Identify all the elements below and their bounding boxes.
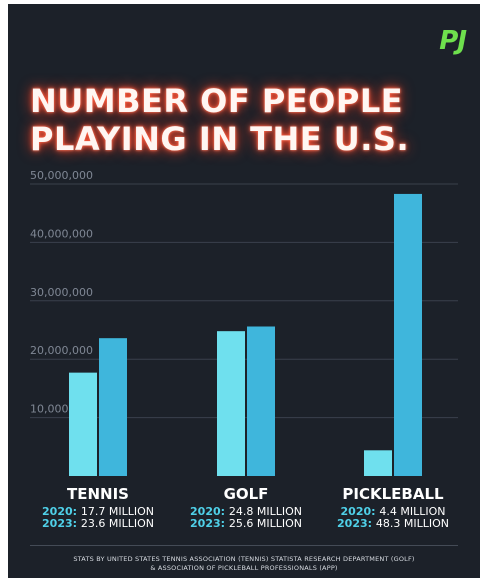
annotation-value: 25.6 MILLION [229,517,302,530]
y-tick-label: 50,000,000 [30,169,93,182]
category-label: GOLF [224,485,269,503]
title-line-2: PLAYING IN THE U.S. [30,120,410,158]
y-tick-label: 30,000,000 [30,286,93,299]
annotation-line: 2020: 17.7 MILLION [42,505,154,518]
footer-divider [30,545,458,546]
annotation-year: 2020: [42,505,81,518]
infographic-card: PJ NUMBER OF PEOPLE PLAYING IN THE U.S. … [8,4,480,578]
title-line-1: NUMBER OF PEOPLE [30,82,404,120]
annotation-line: 2020: 24.8 MILLION [190,505,302,518]
annotation-year: 2023: [337,517,376,530]
annotation-year: 2020: [190,505,229,518]
bar-chart: 10,000 20,000,000 30,000,000 40,000,000 50,0… [30,169,458,530]
annotation-line: 2020: 4.4 MILLION [341,505,446,518]
category-label: TENNIS [67,485,129,503]
annotation-year: 2023: [190,517,229,530]
bar [247,326,275,476]
y-tick-label: 10,000 [30,403,69,416]
source-note: STATS BY UNITED STATES TENNIS ASSOCIATIO… [38,555,450,573]
annotation-year: 2020: [341,505,380,518]
y-tick-label: 40,000,000 [30,227,93,240]
annotation-line: 2023: 48.3 MILLION [337,517,449,530]
annotation-value: 24.8 MILLION [229,505,302,518]
source-line-2: & ASSOCIATION OF PICKLEBALL PROFESSIONAL… [150,564,338,572]
annotation-year: 2023: [42,517,81,530]
bar [69,372,97,476]
category-label: PICKLEBALL [342,485,444,503]
annotation-value: 17.7 MILLION [81,505,154,518]
annotation-line: 2023: 25.6 MILLION [190,517,302,530]
bar [364,450,392,476]
annotation-value: 48.3 MILLION [376,517,449,530]
bar [99,338,127,476]
annotation-value: 23.6 MILLION [81,517,154,530]
bar [217,331,245,476]
annotation-line: 2023: 23.6 MILLION [42,517,154,530]
bar [394,193,422,477]
source-line-1: STATS BY UNITED STATES TENNIS ASSOCIATIO… [73,555,415,563]
chart-title: NUMBER OF PEOPLE PLAYING IN THE U.S. [30,82,470,158]
annotation-value: 4.4 MILLION [379,505,445,518]
y-tick-label: 20,000,000 [30,344,93,357]
pj-logo: PJ [439,26,467,56]
